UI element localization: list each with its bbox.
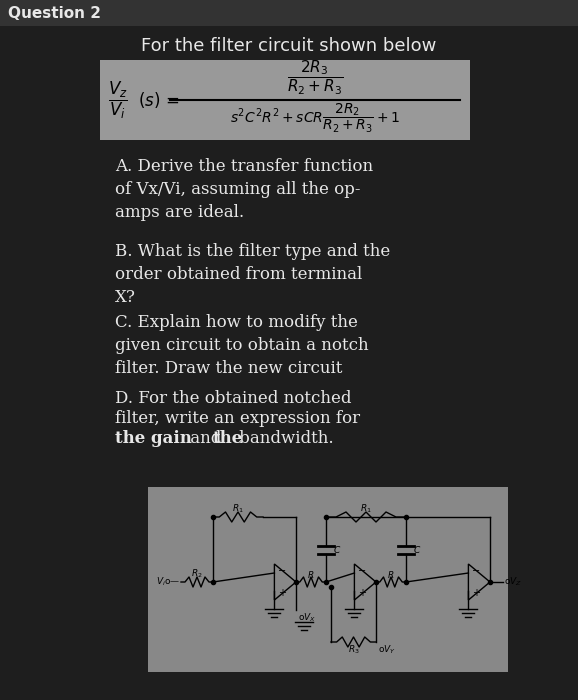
Bar	[148, 487, 508, 672]
Text: the: the	[213, 430, 243, 447]
Text: $s^2C^2R^2+sCR\dfrac{2R_2}{R_2+R_3}+1$: $s^2C^2R^2+sCR\dfrac{2R_2}{R_2+R_3}+1$	[230, 102, 400, 134]
Text: $R$: $R$	[307, 568, 314, 580]
Text: the gain: the gain	[115, 430, 192, 447]
Text: $\dfrac{V_z}{V_i}$: $\dfrac{V_z}{V_i}$	[108, 79, 128, 120]
Text: o$V_X$: o$V_X$	[298, 612, 316, 624]
Text: A. Derive the transfer function
of Vx/Vi, assuming all the op-
amps are ideal.: A. Derive the transfer function of Vx/Vi…	[115, 158, 373, 220]
Text: Question 2: Question 2	[8, 6, 101, 20]
Bar	[0, 0, 578, 26]
Text: $R$: $R$	[387, 568, 395, 580]
Text: $C$: $C$	[333, 544, 341, 555]
Text: and: and	[185, 430, 227, 447]
Text: bandwidth.: bandwidth.	[234, 430, 334, 447]
Text: o$V_Y$: o$V_Y$	[378, 644, 396, 657]
Text: +: +	[472, 588, 480, 598]
Bar	[100, 60, 470, 140]
Text: $R_2$: $R_2$	[191, 568, 203, 580]
Text: C. Explain how to modify the
given circuit to obtain a notch
filter. Draw the ne: C. Explain how to modify the given circu…	[115, 314, 369, 377]
Text: +: +	[279, 588, 287, 598]
Text: $R_1$: $R_1$	[232, 503, 244, 515]
Text: B. What is the filter type and the
order obtained from terminal
X?: B. What is the filter type and the order…	[115, 243, 390, 306]
Text: $(s)\,=$: $(s)\,=$	[138, 90, 180, 110]
Text: $\dfrac{2R_3}{R_2+R_3}$: $\dfrac{2R_3}{R_2+R_3}$	[287, 59, 343, 97]
Text: o$V_Z$: o$V_Z$	[504, 575, 522, 588]
Text: −: −	[472, 566, 480, 576]
Text: $V_i$o—: $V_i$o—	[156, 575, 180, 588]
Text: $R_3$: $R_3$	[347, 644, 360, 657]
Text: $R_1$: $R_1$	[360, 503, 372, 515]
Text: −: −	[279, 566, 287, 576]
Text: $C$: $C$	[413, 544, 421, 555]
Text: filter, write an expression for: filter, write an expression for	[115, 410, 360, 427]
Text: For the filter circuit shown below: For the filter circuit shown below	[141, 37, 437, 55]
Text: D. For the obtained notched: D. For the obtained notched	[115, 390, 351, 407]
Text: −: −	[358, 566, 366, 576]
Text: +: +	[358, 588, 366, 598]
